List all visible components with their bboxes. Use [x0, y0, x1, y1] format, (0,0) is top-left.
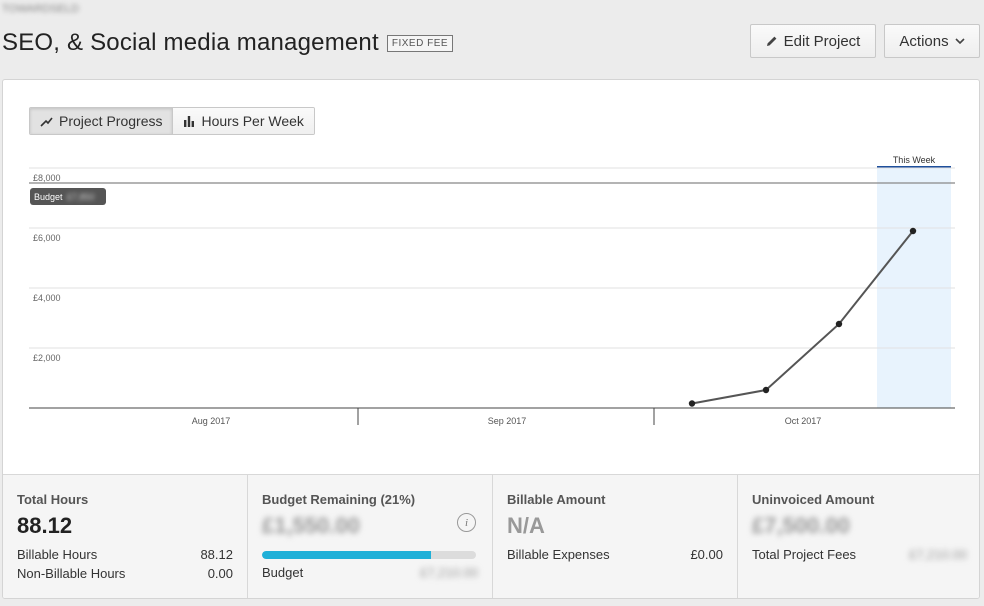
this-week-label: This Week [893, 155, 936, 165]
edit-project-label: Edit Project [783, 32, 861, 50]
actions-label: Actions [899, 32, 949, 50]
total-project-fees-row: Total Project Fees £7,210.00 [752, 547, 967, 563]
uninvoiced-amount-label: Uninvoiced Amount [752, 492, 875, 507]
non-billable-hours-label: Non-Billable Hours [17, 566, 126, 581]
budget-row: Budget £7,210.00 [262, 565, 478, 581]
billable-amount-label: Billable Amount [507, 492, 606, 507]
edit-project-button[interactable]: Edit Project [750, 24, 876, 58]
total-hours-label: Total Hours [17, 492, 89, 507]
budget-remaining-label: Budget Remaining (21%) [262, 492, 416, 507]
billable-amount-value: N/A [507, 513, 545, 538]
budget-row-label: Budget [262, 565, 304, 580]
budget-remaining-value: £1,550.00 [262, 513, 360, 538]
line-chart-icon [40, 117, 53, 127]
chart-toggle: Project Progress Hours Per Week [29, 107, 315, 135]
non-billable-hours-value: 0.00 [207, 566, 233, 581]
budget-progress-fill [262, 551, 432, 559]
y-tick-label: £6,000 [33, 233, 61, 243]
x-tick-label: Aug 2017 [192, 416, 231, 426]
uninvoiced-amount-value: £7,500.00 [752, 513, 850, 538]
project-panel: This Week £2,000 £4,000 £6,000 £8,000 Budget £… [2, 79, 980, 599]
total-hours-value: 88.12 [17, 513, 73, 538]
non-billable-hours-row: Non-Billable Hours 0.00 [17, 566, 233, 582]
fee-type-badge: FIXED FEE [386, 34, 454, 52]
bar-chart-icon [184, 116, 195, 127]
data-point [762, 386, 770, 394]
data-point [688, 400, 696, 407]
budget-pill [30, 188, 106, 205]
budget-remaining-card: Budget Remaining (21%) £1,550.00 i Budge… [248, 475, 493, 598]
info-icon[interactable]: i [457, 513, 476, 532]
client-name[interactable]: TOWARDSELD [2, 3, 80, 15]
chevron-down-icon [955, 37, 965, 44]
billable-expenses-value: £0.00 [690, 547, 723, 562]
y-tick-label: £2,000 [33, 353, 61, 363]
total-project-fees-label: Total Project Fees [752, 547, 857, 562]
budget-pill-value: £7,850 [67, 192, 95, 202]
billable-amount-card: Billable Amount N/A Billable Expenses £0… [493, 475, 738, 598]
project-title: SEO, & Social media management [2, 29, 379, 56]
total-project-fees-value: £7,210.00 [909, 547, 967, 562]
uninvoiced-amount-card: Uninvoiced Amount £7,500.00 Total Projec… [738, 475, 979, 598]
budget-row-value: £7,210.00 [420, 565, 478, 580]
data-point [835, 320, 843, 328]
total-hours-card: Total Hours 88.12 Billable Hours 88.12 N… [3, 475, 248, 598]
y-tick-label: £4,000 [33, 293, 61, 303]
data-point [909, 227, 917, 235]
stats-bar: Total Hours 88.12 Billable Hours 88.12 N… [3, 474, 979, 598]
actions-button[interactable]: Actions [884, 24, 980, 58]
billable-hours-row: Billable Hours 88.12 [17, 547, 233, 563]
billable-hours-value: 88.12 [200, 547, 233, 562]
x-tick-label: Oct 2017 [785, 416, 822, 426]
pencil-icon [766, 36, 777, 46]
billable-expenses-row: Billable Expenses £0.00 [507, 547, 723, 563]
billable-expenses-label: Billable Expenses [507, 547, 610, 562]
progress-line [691, 230, 914, 405]
project-progress-label: Project Progress [59, 113, 163, 129]
y-tick-label: £8,000 [33, 173, 61, 183]
project-progress-chart: This Week £2,000 £4,000 £6,000 £8,000 Budget £… [29, 155, 955, 426]
budget-pill-label: Budget [34, 192, 63, 202]
hours-per-week-label: Hours Per Week [201, 113, 304, 129]
budget-progress-bar [262, 551, 476, 559]
hours-per-week-toggle[interactable]: Hours Per Week [172, 108, 314, 134]
page-header: SEO, & Social media management FIXED FEE [2, 28, 454, 58]
billable-hours-label: Billable Hours [17, 547, 98, 562]
project-progress-toggle[interactable]: Project Progress [30, 108, 173, 134]
x-tick-label: Sep 2017 [488, 416, 527, 426]
